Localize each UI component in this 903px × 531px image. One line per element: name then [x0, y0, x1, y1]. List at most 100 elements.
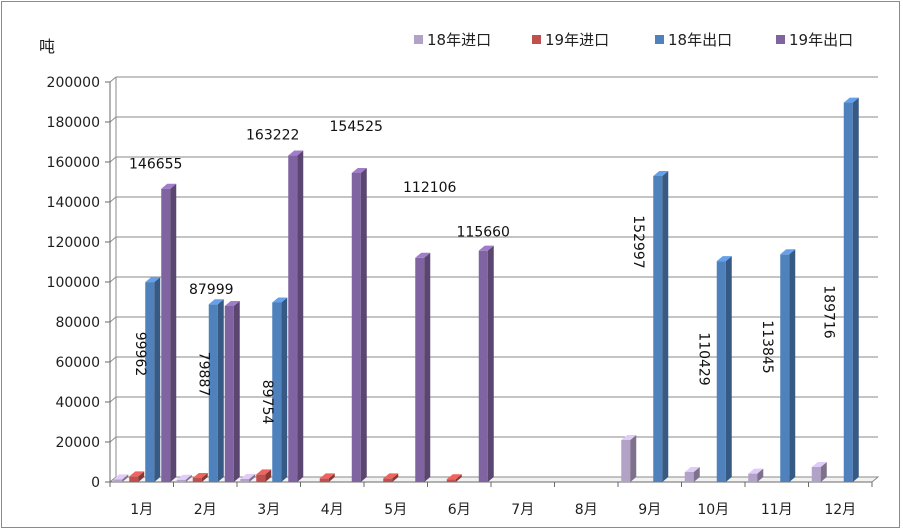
x-tick-label: 2月 — [194, 502, 217, 518]
y-tick-label: 100000 — [47, 275, 100, 291]
data-labels-layer: 99962 79887 89754 152997 110429 113845 189716 1… — [129, 119, 836, 424]
y-tick-label: 40000 — [55, 395, 100, 411]
legend-item: 18年出口 — [655, 31, 732, 49]
bar-side — [725, 256, 732, 482]
bar-front — [653, 176, 663, 483]
bar-19年出口-3月 — [288, 150, 304, 482]
bar-top — [224, 301, 240, 307]
legend-swatch — [414, 35, 423, 44]
bar-side — [265, 469, 272, 482]
bar-top — [653, 171, 669, 177]
bar-top — [240, 474, 256, 479]
bar-side — [662, 171, 669, 483]
bar-front — [478, 250, 488, 482]
bar-side — [138, 471, 145, 482]
bar-front — [748, 473, 758, 482]
x-tick-label: 8月 — [575, 502, 598, 518]
bar-front — [208, 304, 218, 482]
bar-top — [621, 435, 637, 440]
data-label: 87999 — [189, 282, 234, 298]
x-tick-label: 11月 — [761, 502, 793, 518]
bar-front — [161, 188, 171, 482]
bar-side — [852, 97, 859, 483]
bar-18年出口-2月 — [208, 299, 224, 482]
gridline-side — [109, 276, 117, 283]
x-tick-label: 3月 — [257, 502, 280, 518]
bar-18年进口-1月 — [113, 474, 129, 482]
legend-swatch — [776, 35, 785, 44]
bar-side — [170, 183, 177, 482]
data-label: 112106 — [403, 180, 457, 196]
bar-19年进口-4月 — [319, 473, 335, 482]
y-tick-label: 0 — [91, 475, 100, 491]
bar-top — [129, 471, 145, 477]
legend-label: 19年进口 — [545, 31, 609, 49]
y-tick-label: 200000 — [47, 75, 100, 91]
legend-label: 18年进口 — [427, 31, 491, 49]
bar-19年出口-6月 — [478, 245, 494, 482]
legend-label: 19年出口 — [789, 31, 853, 49]
gridline-side — [109, 396, 117, 403]
bar-18年出口-10月 — [716, 256, 732, 482]
bar-18年出口-11月 — [780, 249, 796, 482]
y-tick-label: 60000 — [55, 355, 100, 371]
bar-18年出口-1月 — [145, 277, 161, 482]
legend-item: 19年进口 — [532, 31, 609, 49]
bar-front — [415, 257, 425, 482]
data-label: 89754 — [259, 380, 275, 425]
bar-front — [192, 478, 202, 482]
data-label: 113845 — [759, 320, 775, 373]
bar-side — [455, 474, 462, 482]
bar-18年进口-2月 — [176, 474, 192, 482]
bar-19年进口-1月 — [129, 471, 145, 482]
bar-front — [256, 474, 266, 482]
bar-front — [351, 172, 361, 482]
bar-top — [113, 474, 129, 480]
x-tick-label: 10月 — [697, 502, 729, 518]
bar-side — [630, 435, 637, 482]
bar-18年出口-12月 — [843, 97, 859, 483]
y-tick-label: 160000 — [47, 155, 100, 171]
gridline-side — [109, 356, 117, 363]
bar-front — [811, 467, 821, 482]
data-label: 79887 — [195, 352, 211, 397]
bar-top — [780, 249, 796, 255]
bar-side — [154, 277, 161, 482]
bar-front — [319, 478, 329, 482]
y-tick-label: 120000 — [47, 235, 100, 251]
legend-item: 19年出口 — [776, 31, 853, 49]
bar-side — [122, 474, 129, 482]
bar-side — [424, 252, 431, 482]
bar-front — [176, 479, 186, 482]
bar-top — [843, 97, 859, 103]
bar-19年进口-3月 — [256, 469, 272, 482]
legend-swatch — [655, 35, 664, 44]
bar-side — [281, 297, 288, 482]
bar-19年进口-5月 — [383, 473, 399, 482]
x-tick-label: 5月 — [384, 502, 407, 518]
legend-label: 18年出口 — [668, 31, 732, 49]
legend-swatch — [532, 35, 541, 44]
bar-front — [240, 479, 250, 482]
y-tick-label: 20000 — [55, 435, 100, 451]
bar-side — [360, 167, 367, 482]
x-tick-label: 6月 — [448, 502, 471, 518]
bar-front — [113, 479, 123, 482]
axis-layer: 0 20000 40000 60000 80000 100000 120000 140000 1… — [47, 75, 873, 518]
bar-top — [272, 297, 288, 303]
bar-19年出口-2月 — [224, 301, 240, 482]
y-tick-label: 140000 — [47, 195, 100, 211]
gridline-side — [109, 436, 117, 443]
bar-18年进口-3月 — [240, 474, 256, 482]
bar-18年进口-11月 — [748, 468, 764, 482]
y-tick-label: 180000 — [47, 115, 100, 131]
y-tick-label: 80000 — [55, 315, 100, 331]
x-tick-label: 7月 — [511, 502, 534, 518]
bar-side — [217, 299, 224, 482]
x-tick-label: 1月 — [130, 502, 153, 518]
bar-18年进口-10月 — [684, 467, 700, 482]
legend-item: 18年进口 — [414, 31, 491, 49]
bar-18年出口-3月 — [272, 297, 288, 482]
bar-front — [843, 102, 853, 483]
x-tick-label: 12月 — [824, 502, 856, 518]
